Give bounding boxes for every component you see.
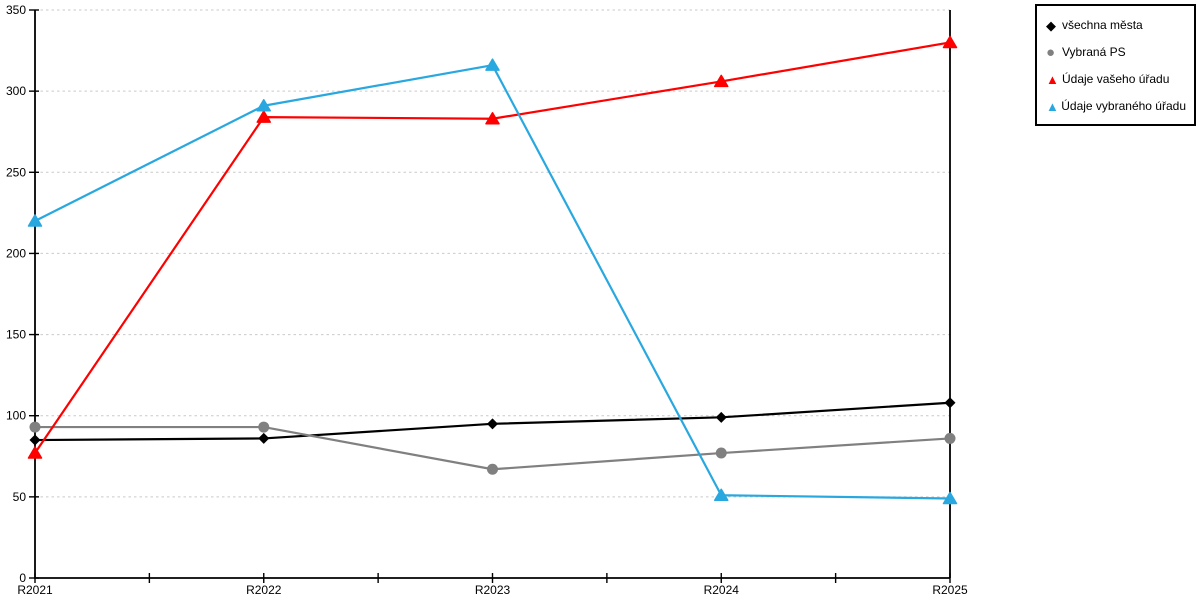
svg-text:100: 100 <box>6 409 26 423</box>
svg-text:250: 250 <box>6 165 26 179</box>
axes <box>34 10 951 579</box>
svg-text:350: 350 <box>6 3 26 17</box>
triangle-marker-icon: ▲ <box>1046 71 1059 87</box>
gridlines <box>35 9 950 498</box>
legend-item-label: Vybraná PS <box>1062 45 1126 59</box>
series-markers <box>27 35 958 505</box>
svg-text:R2021: R2021 <box>17 583 53 597</box>
diamond-marker-icon: ◆ <box>1046 17 1056 33</box>
legend: ◆ všechna města ● Vybraná PS ▲ Údaje vaš… <box>1035 4 1196 126</box>
svg-text:R2025: R2025 <box>932 583 968 597</box>
svg-text:300: 300 <box>6 84 26 98</box>
y-ticks <box>29 9 39 579</box>
svg-text:R2023: R2023 <box>475 583 511 597</box>
x-tick-labels: R2021 R2022 R2023 R2024 R2025 <box>17 583 968 597</box>
legend-item-label: Údaje vybraného úřadu <box>1061 99 1186 113</box>
x-ticks <box>34 573 951 583</box>
legend-item: ● Vybraná PS <box>1046 42 1186 62</box>
svg-text:R2022: R2022 <box>246 583 282 597</box>
legend-item: ◆ všechna města <box>1046 15 1186 35</box>
svg-text:0: 0 <box>19 571 26 585</box>
triangle-marker-icon: ▲ <box>1046 98 1059 114</box>
series-lines <box>33 41 952 500</box>
legend-item: ▲ Údaje vybraného úřadu <box>1046 96 1186 116</box>
svg-text:150: 150 <box>6 328 26 342</box>
legend-item: ▲ Údaje vašeho úřadu <box>1046 69 1186 89</box>
svg-text:200: 200 <box>6 246 26 260</box>
svg-text:R2024: R2024 <box>704 583 740 597</box>
svg-text:50: 50 <box>13 490 27 504</box>
legend-item-label: všechna města <box>1062 18 1143 32</box>
legend-item-label: Údaje vašeho úřadu <box>1062 72 1170 86</box>
y-tick-labels: 0 50 100 150 200 250 300 350 <box>6 3 26 585</box>
circle-marker-icon: ● <box>1046 43 1056 61</box>
